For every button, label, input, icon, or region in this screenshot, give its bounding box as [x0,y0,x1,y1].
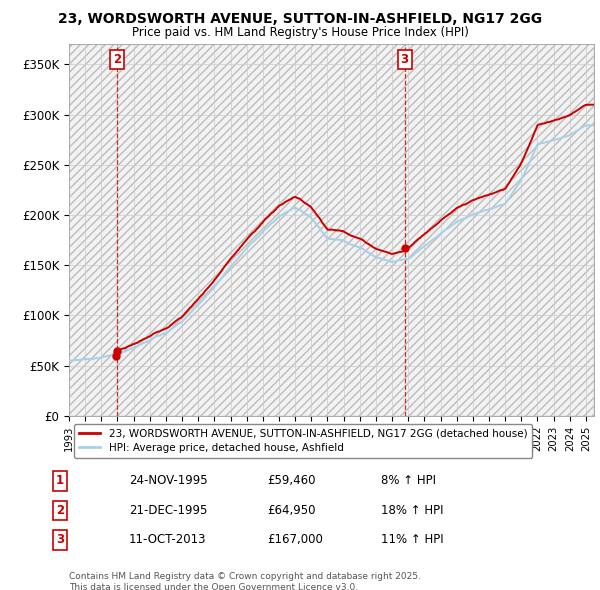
Text: 24-NOV-1995: 24-NOV-1995 [129,474,208,487]
Text: Contains HM Land Registry data © Crown copyright and database right 2025.
This d: Contains HM Land Registry data © Crown c… [69,572,421,590]
Text: 2: 2 [113,53,121,66]
Text: 23, WORDSWORTH AVENUE, SUTTON-IN-ASHFIELD, NG17 2GG: 23, WORDSWORTH AVENUE, SUTTON-IN-ASHFIEL… [58,12,542,26]
Text: 11-OCT-2013: 11-OCT-2013 [129,533,206,546]
Text: Price paid vs. HM Land Registry's House Price Index (HPI): Price paid vs. HM Land Registry's House … [131,26,469,39]
Text: 3: 3 [401,53,409,66]
Text: £59,460: £59,460 [267,474,316,487]
Legend: 23, WORDSWORTH AVENUE, SUTTON-IN-ASHFIELD, NG17 2GG (detached house), HPI: Avera: 23, WORDSWORTH AVENUE, SUTTON-IN-ASHFIEL… [74,424,532,458]
Text: 18% ↑ HPI: 18% ↑ HPI [381,504,443,517]
Text: 11% ↑ HPI: 11% ↑ HPI [381,533,443,546]
Text: 1: 1 [56,474,64,487]
Text: 3: 3 [56,533,64,546]
Text: £64,950: £64,950 [267,504,316,517]
Text: £167,000: £167,000 [267,533,323,546]
Text: 2: 2 [56,504,64,517]
Text: 8% ↑ HPI: 8% ↑ HPI [381,474,436,487]
Text: 21-DEC-1995: 21-DEC-1995 [129,504,208,517]
